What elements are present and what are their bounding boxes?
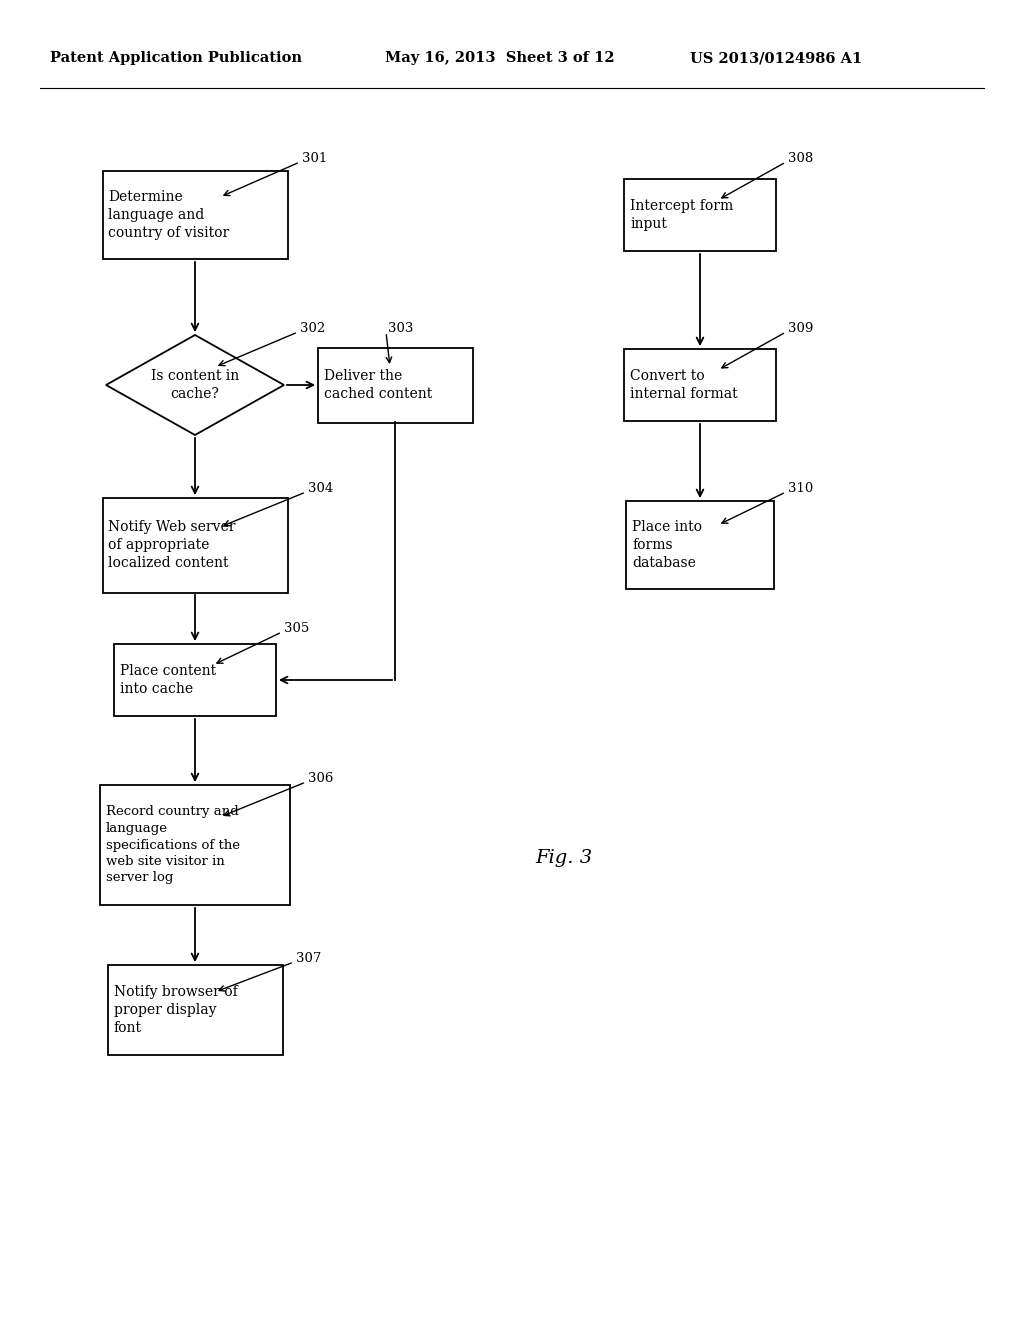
Text: 301: 301 xyxy=(302,152,328,165)
Bar xyxy=(626,502,774,589)
Text: Place content
into cache: Place content into cache xyxy=(120,664,216,696)
Text: Notify browser of
proper display
font: Notify browser of proper display font xyxy=(114,985,238,1035)
Text: 302: 302 xyxy=(300,322,326,334)
Text: 306: 306 xyxy=(308,771,334,784)
Text: Notify Web server
of appropriate
localized content: Notify Web server of appropriate localiz… xyxy=(109,520,236,570)
Text: Convert to
internal format: Convert to internal format xyxy=(630,370,737,401)
Text: US 2013/0124986 A1: US 2013/0124986 A1 xyxy=(690,51,862,65)
Bar xyxy=(100,785,290,906)
Bar xyxy=(102,498,288,593)
Text: Patent Application Publication: Patent Application Publication xyxy=(50,51,302,65)
Text: Fig. 3: Fig. 3 xyxy=(535,849,592,867)
Text: 308: 308 xyxy=(788,152,813,165)
Text: Place into
forms
database: Place into forms database xyxy=(632,520,702,570)
Bar xyxy=(624,180,776,251)
Text: Record country and
language
specifications of the
web site visitor in
server log: Record country and language specificatio… xyxy=(106,805,240,884)
Bar xyxy=(114,644,276,715)
Polygon shape xyxy=(106,335,284,436)
Text: Intercept form
input: Intercept form input xyxy=(630,199,733,231)
Text: 305: 305 xyxy=(284,622,309,635)
Text: Determine
language and
country of visitor: Determine language and country of visito… xyxy=(109,190,229,240)
Bar xyxy=(108,965,283,1055)
Text: 307: 307 xyxy=(296,952,322,965)
Text: 304: 304 xyxy=(308,482,333,495)
Text: 310: 310 xyxy=(788,482,813,495)
Text: Deliver the
cached content: Deliver the cached content xyxy=(324,370,432,401)
Bar xyxy=(317,347,472,422)
Bar xyxy=(624,348,776,421)
Text: 309: 309 xyxy=(788,322,813,334)
Text: Is content in
cache?: Is content in cache? xyxy=(151,370,240,401)
Bar xyxy=(102,172,288,259)
Text: 303: 303 xyxy=(388,322,414,334)
Text: May 16, 2013  Sheet 3 of 12: May 16, 2013 Sheet 3 of 12 xyxy=(385,51,614,65)
